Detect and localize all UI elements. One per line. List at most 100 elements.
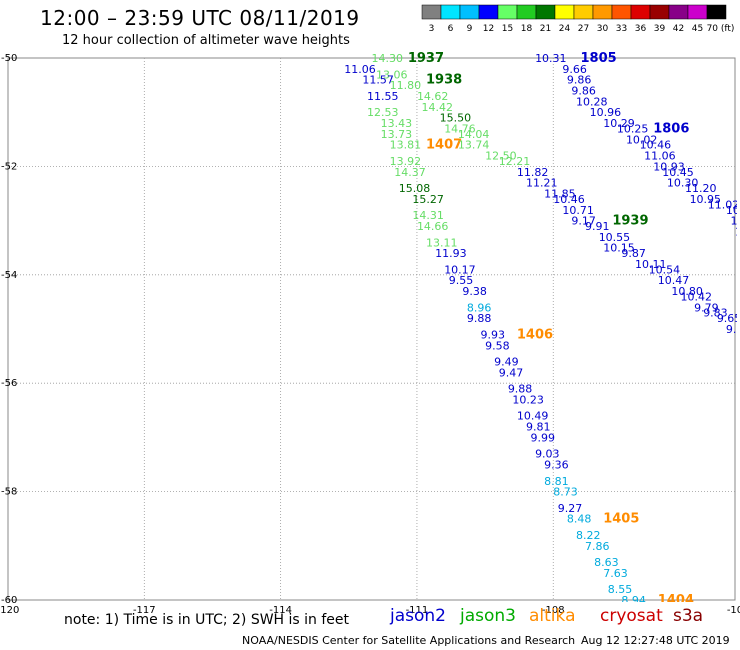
- wave-height-label: 15.27: [412, 193, 444, 206]
- wave-height-label: 12.53: [367, 106, 399, 119]
- scale-label: 45: [692, 24, 703, 34]
- track-time-label: 1806: [653, 121, 689, 136]
- wave-height-label: 11.20: [685, 182, 717, 195]
- wave-height-label: 11.85: [544, 188, 576, 201]
- wave-height-label: 10.46: [640, 139, 672, 152]
- lat-tick-label: -56: [1, 378, 17, 389]
- scale-label: 12: [483, 24, 494, 34]
- track-time-label: 1939: [612, 214, 648, 229]
- track-time-label: 1405: [603, 512, 639, 527]
- wave-height-label: 13.06: [376, 68, 408, 81]
- wave-height-label: 11.06: [644, 150, 676, 163]
- chart-title: 12:00 – 23:59 UTC 08/11/2019: [40, 6, 360, 30]
- lat-tick-label: -58: [1, 487, 17, 498]
- lat-tick-label: -54: [1, 270, 17, 281]
- lon-tick-label: -10: [727, 605, 740, 616]
- wave-height-label: 9.66: [562, 63, 587, 76]
- wave-height-label: 15.50: [440, 112, 472, 125]
- map-frame: [7, 57, 736, 601]
- wave-height-label: 9.47: [499, 366, 523, 379]
- wave-height-label: 8.63: [594, 556, 619, 569]
- wave-height-label: 11.93: [435, 247, 467, 260]
- wave-height-label: 8.48: [567, 513, 592, 526]
- wave-height-label: 9.91: [585, 220, 610, 233]
- wave-height-label: 10.46: [553, 193, 585, 206]
- legend-altika: altika: [529, 606, 576, 626]
- scale-label: 70 (ft): [707, 24, 735, 34]
- scale-label: 39: [654, 24, 666, 34]
- wave-height-label: 9.86: [571, 85, 596, 98]
- wave-height-label: 13.43: [381, 117, 413, 130]
- scale-label: 27: [578, 24, 589, 34]
- track-time-label: 1404: [658, 593, 694, 608]
- wave-height-label: 10.29: [603, 117, 635, 130]
- wave-height-label: 14.42: [421, 101, 453, 114]
- wave-height-label: 8.94: [621, 594, 646, 607]
- scale-swatch: [706, 4, 727, 20]
- track-time-label: 1938: [426, 73, 462, 88]
- wave-height-label: 14.66: [417, 220, 449, 233]
- wave-height-label: 10.23: [512, 393, 544, 406]
- wave-height-label: 9.86: [567, 74, 592, 87]
- wave-height-label: 10.71: [562, 204, 594, 217]
- wave-height-label: 11.80: [390, 79, 422, 92]
- wave-height-label: 10.93: [653, 160, 685, 173]
- wave-height-label: 10.02: [626, 133, 658, 146]
- legend-jason3: jason3: [460, 606, 516, 626]
- scale-label: 33: [616, 24, 627, 34]
- wave-height-label: 14.04: [458, 128, 490, 141]
- wave-height-label: 13.81: [390, 139, 422, 152]
- wave-height-label: 15.08: [399, 182, 431, 195]
- legend-cryosat: cryosat: [600, 606, 663, 626]
- scale-label: 6: [448, 24, 454, 34]
- wave-height-label: 10.11: [635, 258, 667, 271]
- scale-label: 18: [521, 24, 533, 34]
- wave-height-label: 9.83: [703, 307, 728, 320]
- track-time-label: 1406: [517, 327, 553, 342]
- wave-height-label: 14.76: [444, 122, 476, 135]
- wave-height-label: 11.02: [708, 198, 740, 211]
- wave-height-label: 9.58: [485, 339, 510, 352]
- lat-tick-label: -60: [1, 595, 17, 606]
- lat-tick-label: -50: [1, 53, 17, 64]
- wave-height-label: 10.73: [726, 204, 740, 217]
- wave-height-label: 8.22: [576, 529, 601, 542]
- wave-height-label: 10.28: [576, 95, 608, 108]
- wave-height-label: 14.62: [417, 90, 449, 103]
- wave-height-label: 11.55: [367, 90, 399, 103]
- wave-height-label: 9.49: [494, 356, 519, 369]
- wave-height-label: 9.17: [571, 215, 596, 228]
- legend-s3a: s3a: [673, 606, 704, 626]
- wave-height-label: 10.80: [671, 285, 703, 298]
- scale-label: 24: [559, 24, 571, 34]
- wave-height-label: 8.55: [608, 583, 633, 596]
- wave-height-label: 9.27: [558, 502, 583, 515]
- wave-height-label: 11.06: [344, 63, 376, 76]
- wave-height-label: 9.03: [535, 448, 560, 461]
- wave-height-label: 10.15: [603, 242, 635, 255]
- wave-height-label: 11.82: [517, 166, 549, 179]
- wave-height-label: 8.81: [544, 475, 569, 488]
- track-time-label: 1407: [426, 138, 462, 153]
- lon-tick-label: -108: [542, 605, 565, 616]
- wave-height-label: 10.47: [658, 274, 690, 287]
- wave-height-label: 10.30: [667, 177, 699, 190]
- footer-timestamp: Aug 12 12:27:48 UTC 2019: [581, 634, 730, 647]
- lon-tick-label: -120: [0, 605, 19, 616]
- scale-label: 9: [467, 24, 473, 34]
- wave-height-label: 10.42: [680, 290, 712, 303]
- wave-height-label: 9.99: [531, 431, 556, 444]
- footer-credit: NOAA/NESDIS Center for Satellite Applica…: [242, 634, 576, 647]
- wave-height-label: 11.21: [526, 177, 558, 190]
- wave-height-label: 9.65: [717, 312, 740, 325]
- scale-label: 3: [429, 24, 435, 34]
- wave-height-label: 10.45: [662, 166, 694, 179]
- wave-height-label: 7.86: [585, 540, 610, 553]
- legend-jason2: jason2: [390, 606, 446, 626]
- wave-height-label: 9.87: [621, 247, 646, 260]
- wave-height-label: 13.74: [458, 139, 490, 152]
- wave-height-label: 8.73: [553, 486, 578, 499]
- lat-tick-label: -52: [1, 161, 17, 172]
